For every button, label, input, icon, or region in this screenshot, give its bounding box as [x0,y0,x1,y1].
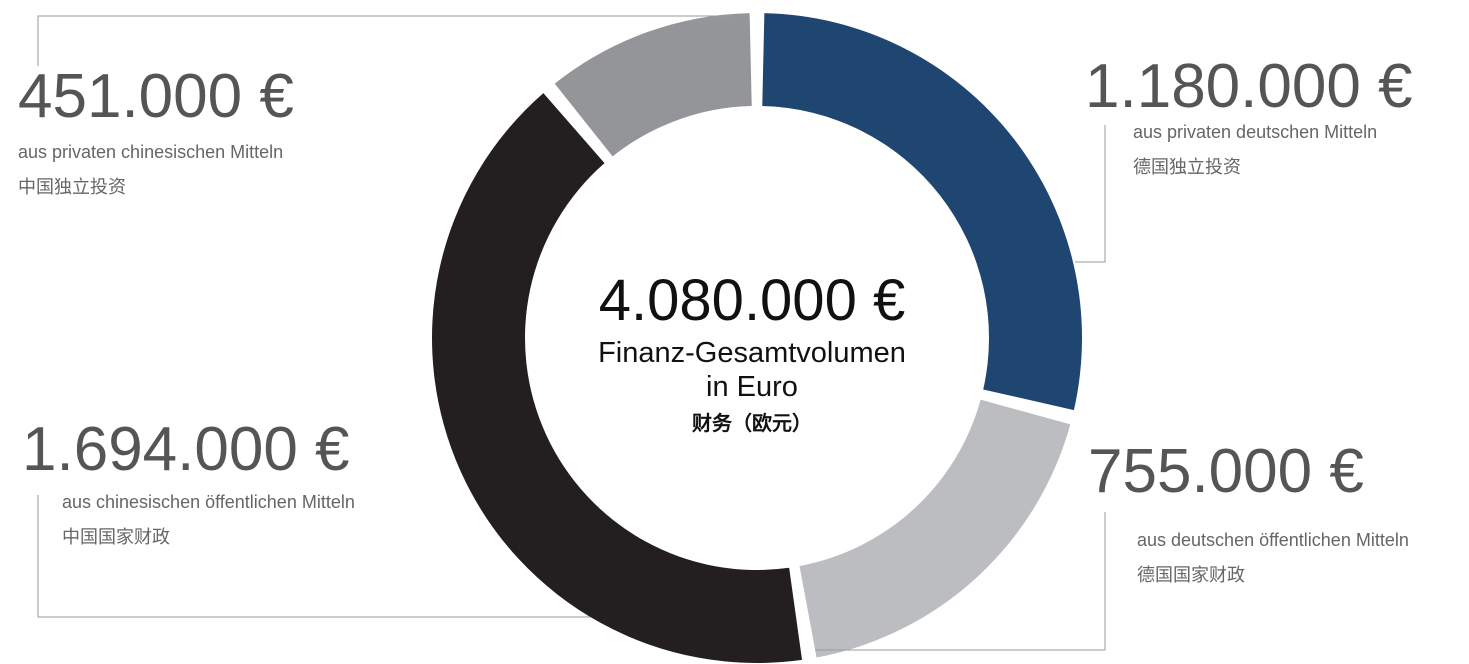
center-total: 4.080.000 € [599,268,905,333]
category-label: aus deutschen öffentlichen Mitteln [1137,530,1409,550]
value-label: 451.000 € [18,62,294,131]
center-caption: in Euro [706,371,798,403]
leader-line [37,15,735,66]
category-label-zh: 德国独立投资 [1133,157,1241,177]
center-caption: Finanz-Gesamtvolumen [598,337,906,369]
category-label-zh: 中国国家财政 [62,527,170,547]
donut-segment [554,13,752,157]
donut-segment [432,93,803,664]
value-label: 755.000 € [1088,437,1364,506]
leader-line [1075,125,1106,263]
category-label: aus privaten deutschen Mitteln [1133,122,1377,142]
category-label: aus privaten chinesischen Mitteln [18,142,283,162]
leader-line [815,512,1106,651]
value-label: 1.180.000 € [1085,52,1413,121]
category-label-zh: 中国独立投资 [18,177,126,197]
category-label: aus chinesischen öffentlichen Mitteln [62,492,355,512]
category-label-zh: 德国国家财政 [1137,565,1245,585]
value-label: 1.694.000 € [22,415,350,484]
center-caption: 财务（欧元） [692,411,812,435]
leader-line [37,495,590,618]
donut-segment [762,13,1082,411]
donut-segment [799,399,1071,658]
